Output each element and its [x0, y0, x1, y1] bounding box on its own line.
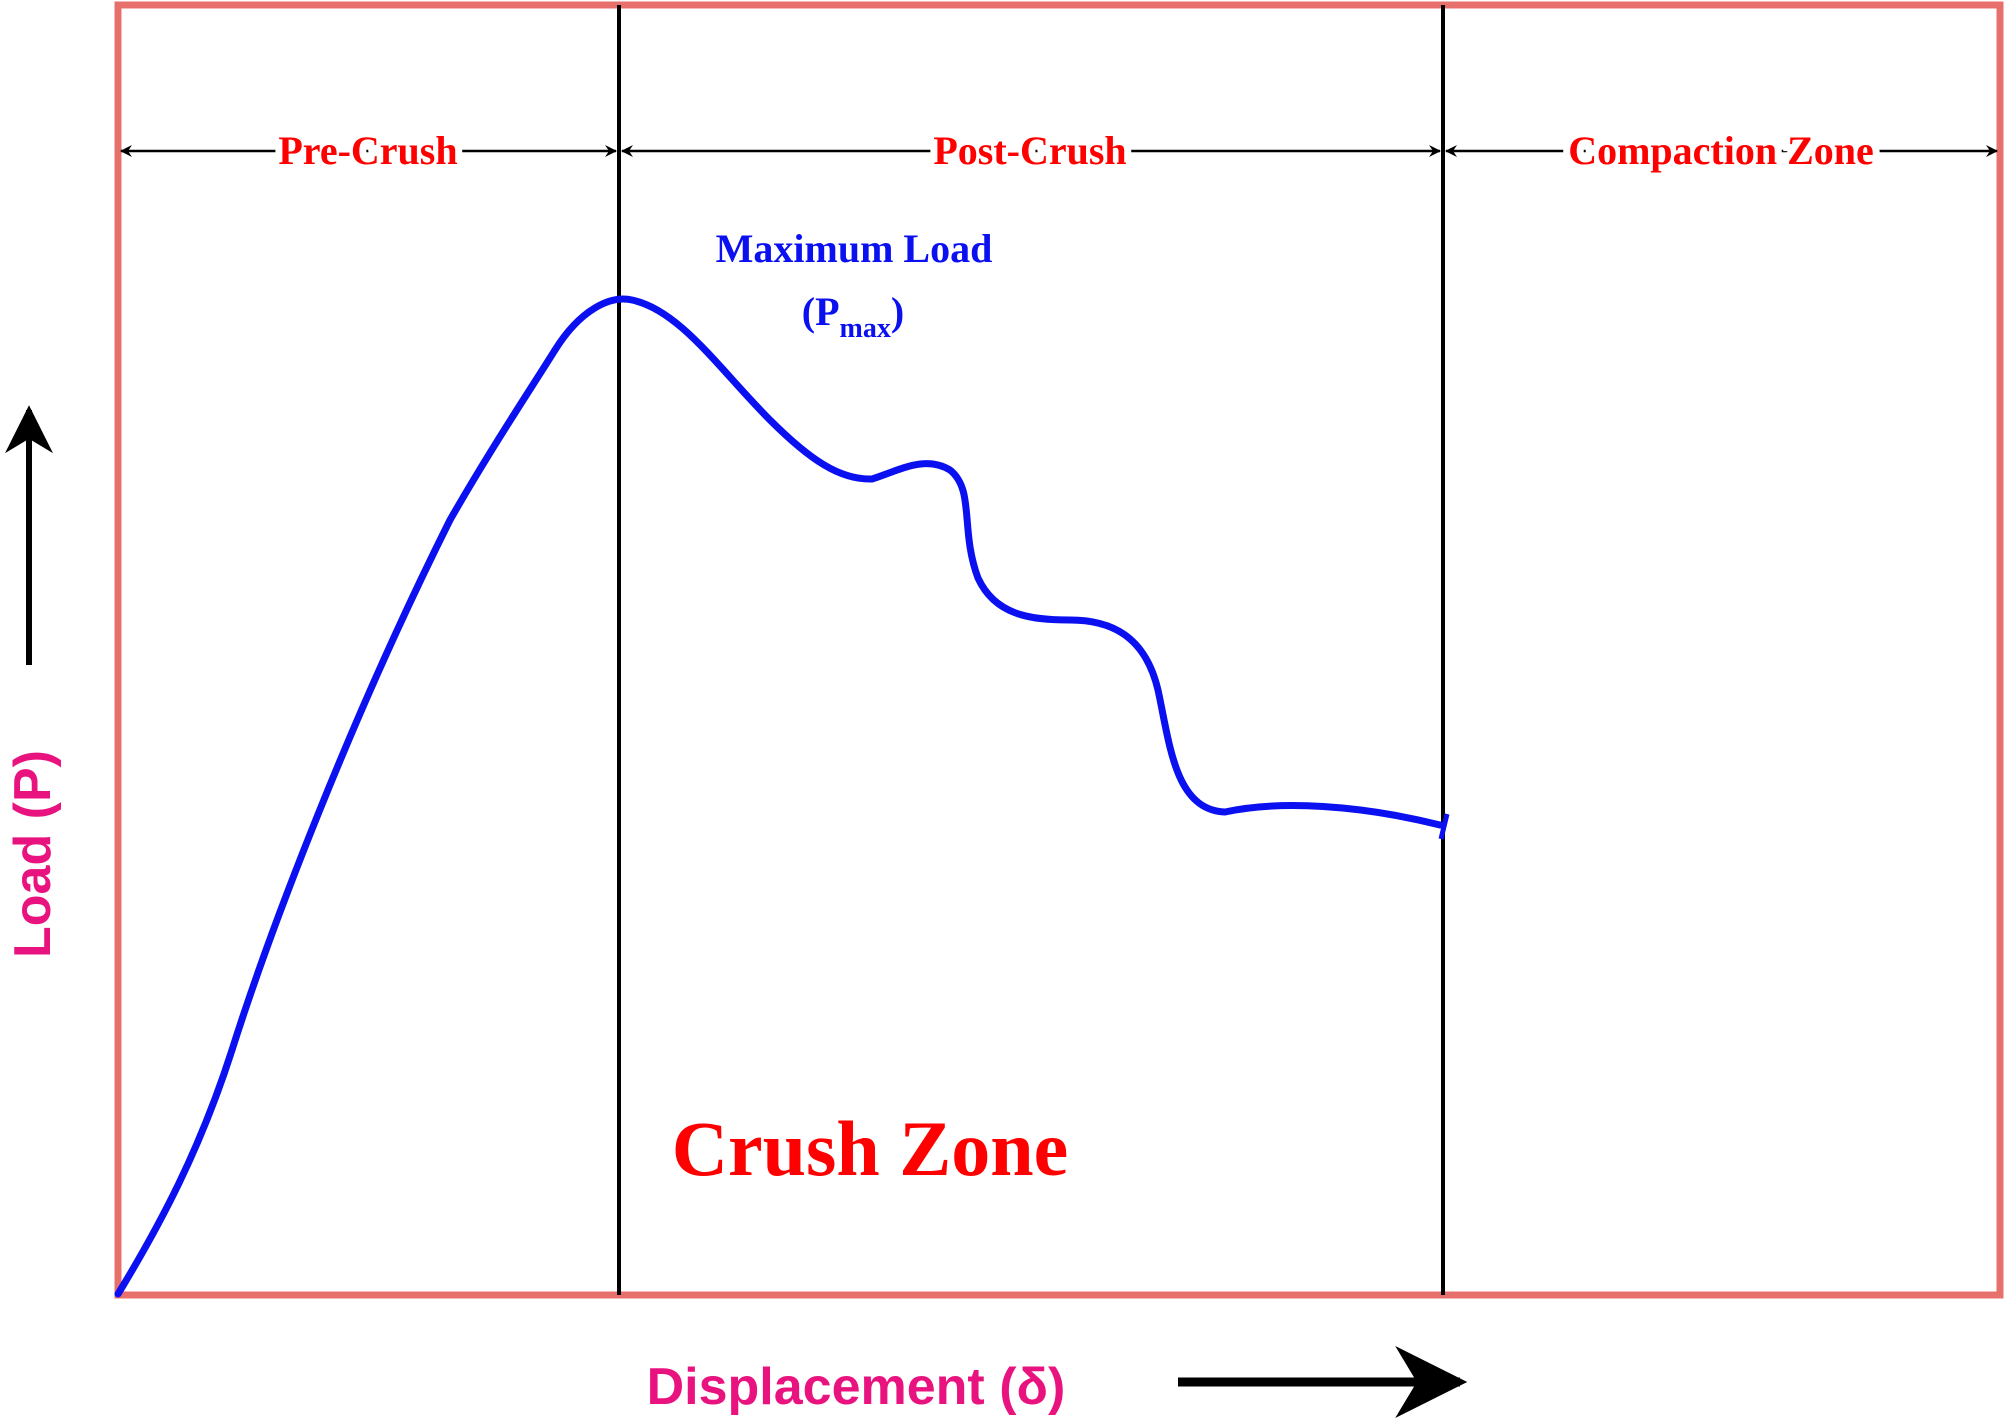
pmax-subscript: max: [840, 313, 891, 344]
load-displacement-curve: [114, 295, 1444, 1298]
pmax-close: ): [891, 289, 904, 334]
plot-frame: [114, 1, 2004, 1299]
max-load-label: Maximum Load: [716, 226, 993, 271]
crush-zone-label: Crush Zone: [672, 1105, 1069, 1192]
post-crush-label: Post-Crush: [933, 128, 1126, 173]
pmax-label: (Pmax): [802, 289, 904, 344]
pmax-open: (P: [802, 289, 840, 334]
x-axis-label: Displacement (δ): [647, 1358, 1066, 1416]
y-axis-label: Load (P): [4, 750, 62, 958]
curve-end-tick: [1438, 813, 1450, 840]
compaction-zone-label: Compaction Zone: [1568, 128, 1874, 173]
pre-crush-label: Pre-Crush: [278, 128, 457, 173]
